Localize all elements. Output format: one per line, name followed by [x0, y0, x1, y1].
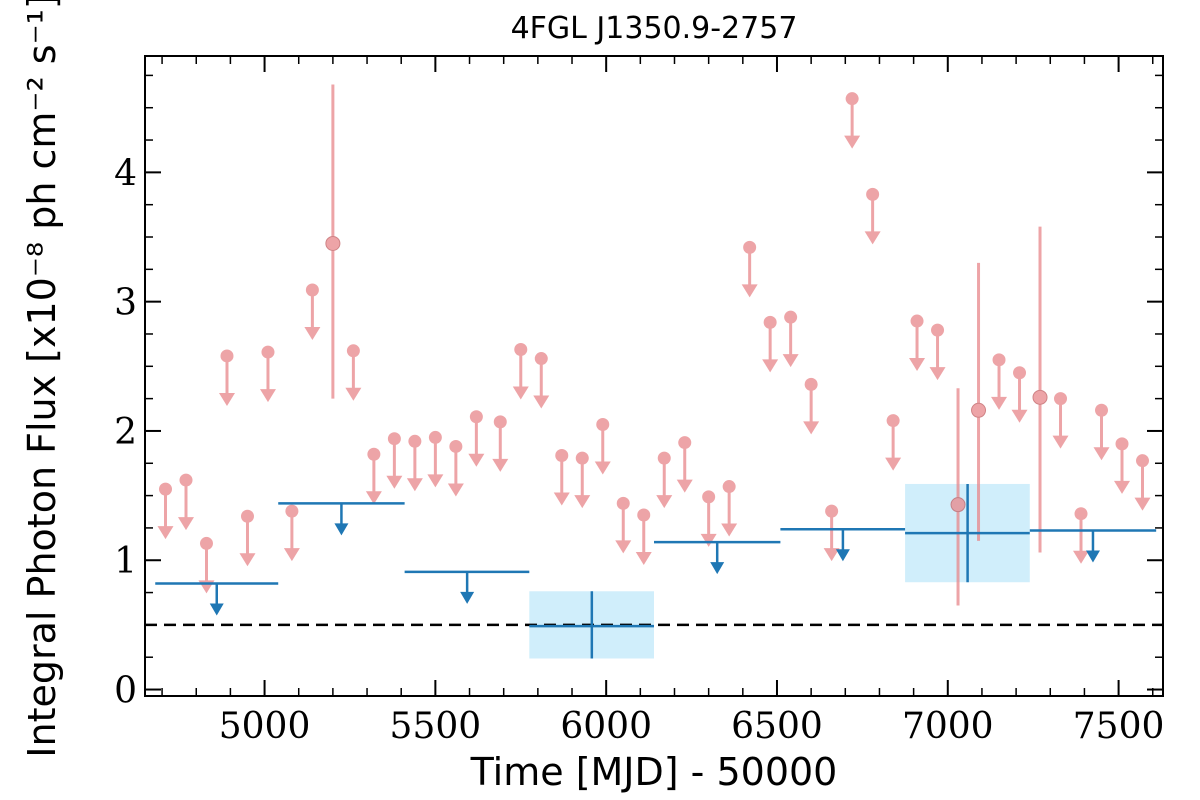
short-bin-upper-limit [386, 432, 403, 489]
short-bin-upper-limit [885, 414, 902, 471]
short-bin-upper-limit [492, 415, 509, 472]
short-bin-points [157, 84, 1151, 606]
short-bin-upper-limit [1114, 437, 1131, 494]
short-bin-upper-limit [512, 342, 529, 400]
short-bin-upper-limit [909, 314, 926, 372]
x-tick-label: 5500 [390, 706, 482, 747]
y-tick-label: 3 [114, 283, 137, 324]
long-bin-detection [905, 483, 1030, 583]
short-bin-upper-limit [198, 536, 215, 594]
short-bin-upper-limit [676, 436, 693, 493]
short-bin-upper-limit [1011, 366, 1028, 423]
short-bin-upper-limit [615, 496, 632, 554]
x-tick-label: 7500 [1073, 706, 1165, 747]
short-bin-upper-limit [991, 353, 1008, 410]
short-bin-upper-limit [1073, 507, 1090, 564]
short-bin-upper-limit [1093, 403, 1110, 461]
short-bin-upper-limit [594, 417, 611, 475]
short-bin-upper-limit [533, 352, 550, 409]
short-bin-upper-limit [844, 92, 861, 149]
short-bin-detection [950, 388, 966, 606]
long-bin-upper-limit [278, 502, 405, 536]
y-tick-label: 2 [114, 412, 137, 453]
chart-title: 4FGL J1350.9-2757 [511, 11, 798, 46]
short-bin-upper-limit [304, 283, 321, 341]
short-bin-upper-limit [406, 434, 423, 492]
short-bin-upper-limit [803, 377, 820, 435]
long-bin-upper-limit [155, 582, 279, 616]
axes: 5000 5500 6000 6500 7000 7500 0 1 2 3 4 [114, 55, 1165, 747]
long-bin-upper-limit [404, 570, 530, 604]
short-bin-upper-limit [635, 508, 652, 565]
short-bin-upper-limit [553, 449, 570, 506]
short-bin-upper-limit [782, 310, 799, 368]
short-bin-upper-limit [1052, 392, 1069, 449]
short-bin-upper-limit [283, 504, 300, 562]
short-bin-detection [1032, 226, 1048, 553]
short-bin-upper-limit [427, 430, 444, 488]
short-bin-upper-limit [574, 451, 591, 509]
short-bin-upper-limit [700, 490, 717, 547]
short-bin-upper-limit [259, 345, 276, 403]
short-bin-upper-limit [365, 447, 382, 505]
short-bin-upper-limit [721, 480, 738, 537]
x-tick-label: 6000 [560, 706, 652, 747]
long-bin-upper-limit [1029, 529, 1157, 563]
short-bin-upper-limit [823, 504, 840, 562]
short-bin-detection [971, 262, 987, 541]
x-tick-label: 6500 [731, 706, 823, 747]
short-bin-upper-limit [177, 473, 194, 531]
y-axis-label: Integral Photon Flux [x10⁻⁸ ph cm⁻² s⁻¹] [20, 0, 64, 758]
x-axis-label: Time [MJD] - 50000 [470, 750, 838, 794]
short-bin-upper-limit [447, 439, 464, 497]
short-bin-detection [325, 84, 341, 399]
long-bin-points [155, 483, 1157, 659]
y-tick-label: 0 [114, 671, 137, 712]
short-bin-upper-limit [218, 349, 235, 406]
short-bin-upper-limit [1134, 454, 1151, 511]
y-tick-label: 4 [114, 153, 137, 194]
long-bin-upper-limit [654, 540, 781, 575]
short-bin-upper-limit [864, 187, 881, 245]
short-bin-upper-limit [239, 509, 256, 567]
short-bin-upper-limit [468, 410, 485, 467]
x-tick-label: 7000 [902, 706, 994, 747]
long-bin-detection [529, 591, 654, 659]
x-tick-label: 5000 [219, 706, 311, 747]
short-bin-upper-limit [157, 482, 174, 540]
y-tick-label: 1 [114, 541, 137, 582]
short-bin-upper-limit [741, 240, 758, 298]
short-bin-upper-limit [762, 315, 779, 373]
short-bin-upper-limit [345, 344, 362, 401]
short-bin-upper-limit [656, 451, 673, 509]
short-bin-upper-limit [929, 323, 946, 381]
plot-frame [144, 55, 1164, 697]
long-bin-upper-limit [780, 527, 906, 562]
